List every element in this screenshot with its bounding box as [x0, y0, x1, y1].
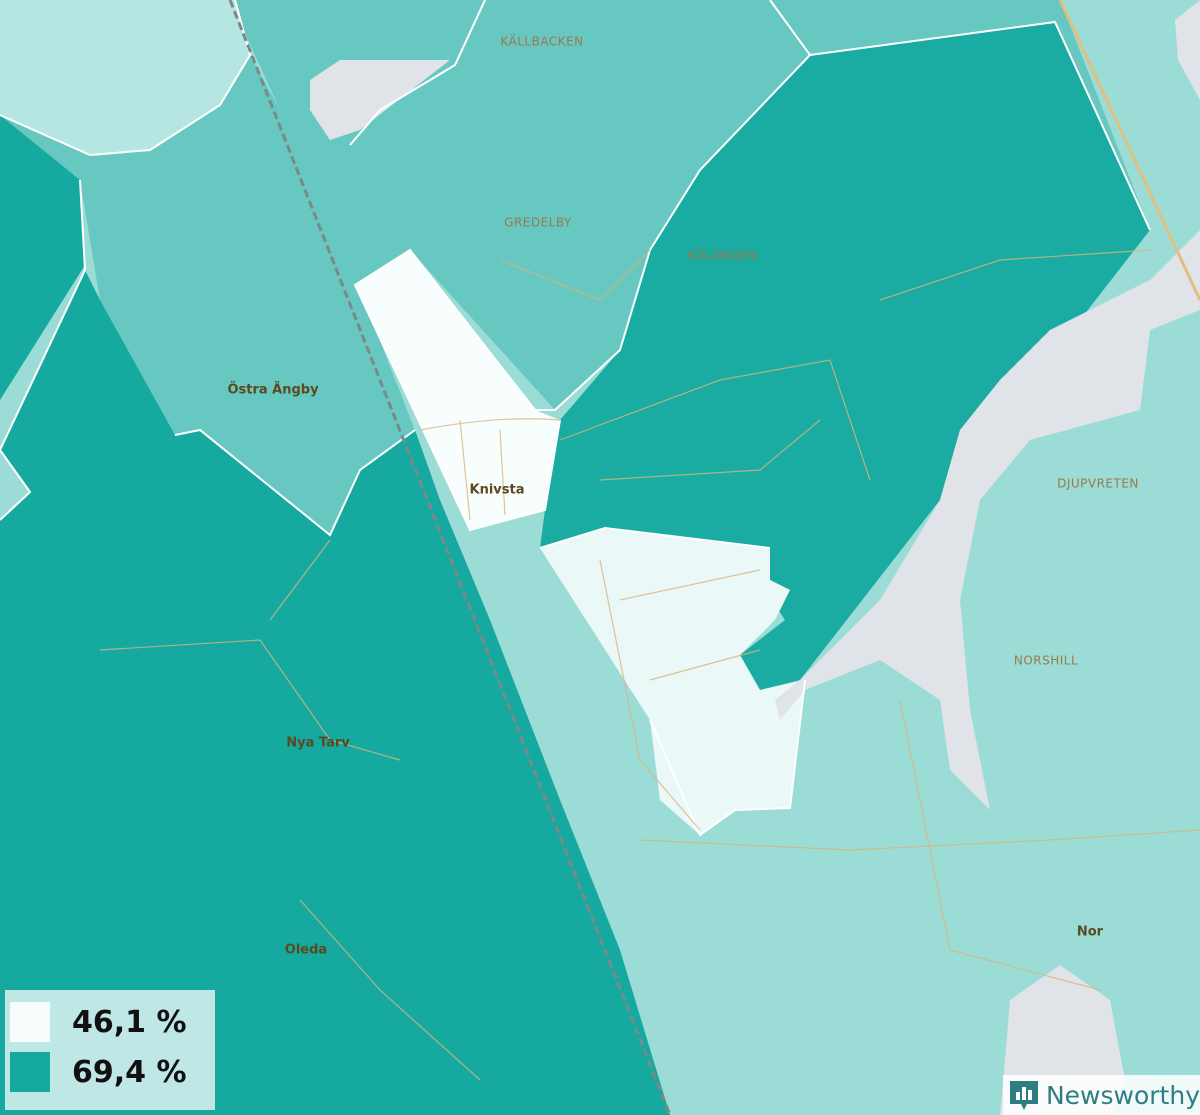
place-label: Knivsta: [470, 483, 525, 498]
place-label: KÖLÄNGEN: [687, 247, 758, 263]
place-label: Östra Ängby: [227, 382, 319, 398]
brand-icon: [1010, 1081, 1038, 1110]
brand-logo: Newsworthy: [1003, 1075, 1200, 1115]
legend-swatch: [10, 1002, 50, 1042]
place-label: KÄLLBACKEN: [500, 34, 583, 49]
region: [0, 55, 415, 535]
legend-item: 69,4 %: [10, 1052, 187, 1092]
place-label: GREDELBY: [504, 216, 572, 230]
railway: [228, 0, 672, 1115]
region: [355, 250, 560, 530]
brand-name: Newsworthy: [1045, 1080, 1200, 1110]
legend-swatch: [10, 1052, 50, 1092]
region: [540, 22, 1150, 690]
legend-label: 69,4 %: [72, 1054, 187, 1090]
place-label: Nya Tarv: [286, 736, 350, 751]
place-label: Oleda: [285, 943, 327, 958]
region: [0, 115, 85, 400]
region: [540, 528, 805, 835]
legend-item: 46,1 %: [10, 1002, 187, 1042]
place-label: DJUPVRETEN: [1057, 477, 1139, 491]
legend-label: 46,1 %: [72, 1004, 187, 1040]
legend: 46,1 % 69,4 %: [5, 990, 215, 1110]
highway: [1058, 0, 1200, 301]
region: [0, 270, 670, 1115]
place-label: Nor: [1077, 925, 1104, 940]
borders: [0, 0, 1151, 837]
place-label: NORSHILL: [1014, 654, 1078, 668]
region: [0, 0, 250, 155]
roads: [99, 249, 1200, 1081]
